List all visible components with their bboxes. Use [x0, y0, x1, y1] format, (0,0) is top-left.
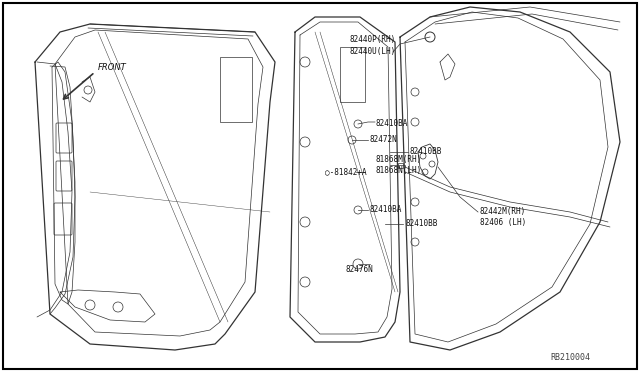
Text: 82410BB: 82410BB	[405, 219, 437, 228]
Text: FRONT: FRONT	[98, 63, 127, 72]
Text: 82406 (LH): 82406 (LH)	[480, 218, 526, 227]
Bar	[340, 47, 365, 102]
Text: 82440P(RH): 82440P(RH)	[350, 35, 396, 44]
FancyBboxPatch shape	[56, 123, 72, 153]
Text: 81868N(LH): 81868N(LH)	[375, 166, 421, 175]
Text: 82440U(LH): 82440U(LH)	[350, 47, 396, 56]
Text: 82476N: 82476N	[345, 265, 372, 274]
FancyBboxPatch shape	[54, 203, 72, 235]
FancyBboxPatch shape	[56, 161, 72, 191]
Text: 82410BB: 82410BB	[410, 147, 442, 156]
Text: RB210004: RB210004	[550, 353, 590, 362]
Bar	[220, 57, 252, 122]
Text: 81868M(RH): 81868M(RH)	[375, 155, 421, 164]
Text: 82442M(RH): 82442M(RH)	[480, 207, 526, 216]
Text: 82472N: 82472N	[370, 135, 397, 144]
Text: 82410BA: 82410BA	[376, 119, 408, 128]
Text: ○-81842+A: ○-81842+A	[325, 167, 367, 176]
Text: 82410BA: 82410BA	[370, 205, 403, 214]
Bar	[398, 163, 403, 168]
